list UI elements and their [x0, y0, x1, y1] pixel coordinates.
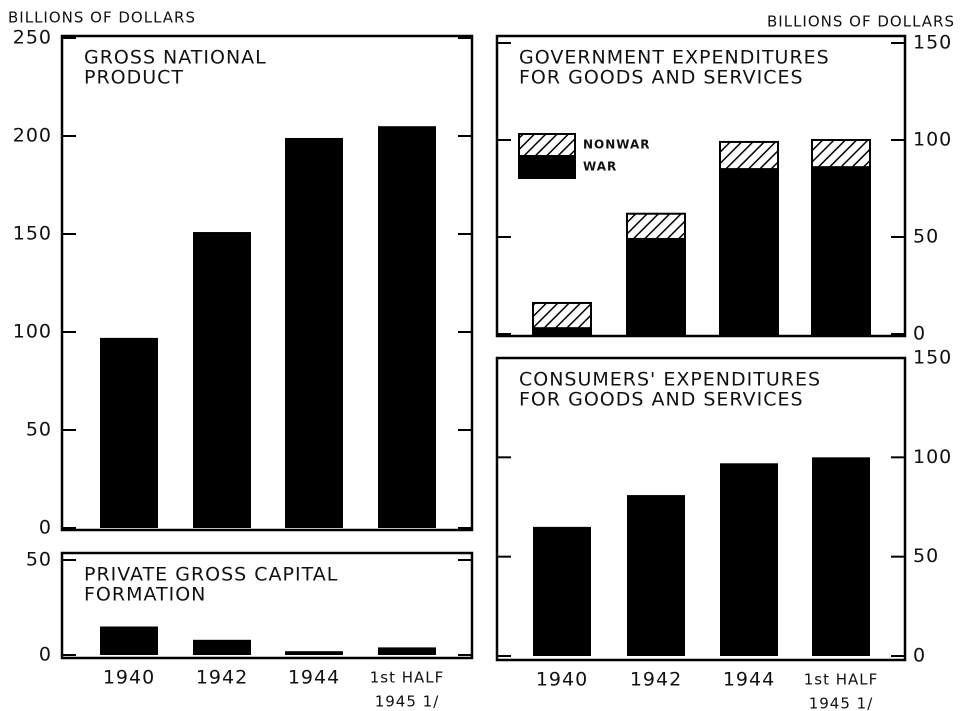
x-tick-label: 1942	[196, 667, 248, 689]
y-axis-label: BILLIONS OF DOLLARS	[767, 13, 955, 31]
x-tick-label: 1945 1/	[375, 693, 440, 711]
panel-title: GROSS NATIONAL	[84, 47, 267, 69]
panel-frame	[60, 34, 474, 532]
panel-title: PRODUCT	[84, 67, 184, 89]
y-tick-label: 0	[39, 644, 52, 666]
bar	[285, 137, 343, 528]
legend-label: NONWAR	[583, 138, 651, 152]
bar-segment	[811, 139, 871, 169]
bar	[627, 495, 685, 656]
x-tick-label: 1st HALF	[804, 671, 879, 689]
bar	[378, 126, 436, 528]
y-tick-label: 100	[913, 129, 952, 151]
bar	[378, 647, 436, 655]
bar-segment	[719, 140, 779, 171]
y-tick-label: 0	[913, 645, 926, 667]
y-axis-label: BILLIONS OF DOLLARS	[8, 9, 196, 27]
y-tick-label: 50	[913, 545, 939, 567]
bar-segment	[811, 166, 871, 335]
bar	[193, 232, 251, 529]
legend-label: WAR	[583, 160, 617, 174]
y-tick-label: 0	[39, 517, 52, 539]
y-tick-label: 200	[13, 125, 52, 147]
bar	[720, 463, 778, 656]
y-tick-label: 150	[913, 347, 952, 369]
panel-title: FOR GOODS AND SERVICES	[519, 389, 804, 411]
panel-frame	[495, 356, 907, 662]
x-tick-label: 1945 1/	[809, 695, 874, 711]
y-tick-label: 250	[13, 27, 52, 49]
panel-title: PRIVATE GROSS CAPITAL	[84, 564, 338, 586]
legend-swatch	[518, 133, 576, 157]
y-tick-label: 0	[913, 323, 926, 345]
y-tick-label: 150	[913, 32, 952, 54]
panel-frame	[495, 34, 907, 338]
y-tick-label: 100	[13, 321, 52, 343]
bar	[285, 651, 343, 655]
y-tick-label: 50	[26, 419, 52, 441]
y-tick-label: 50	[26, 549, 52, 571]
bar	[100, 626, 158, 655]
x-tick-label: 1940	[536, 669, 588, 691]
panel-title: FOR GOODS AND SERVICES	[519, 67, 804, 89]
bar	[812, 457, 870, 656]
bar	[193, 639, 251, 655]
bar-segment	[719, 168, 779, 335]
x-tick-label: 1st HALF	[370, 669, 445, 687]
bar-segment	[626, 237, 686, 335]
legend-swatch	[518, 155, 576, 179]
panel-title: CONSUMERS' EXPENDITURES	[519, 369, 821, 391]
bar-segment	[626, 212, 686, 240]
bar	[100, 337, 158, 528]
x-tick-label: 1940	[103, 667, 155, 689]
y-tick-label: 50	[913, 226, 939, 248]
panel-frame	[60, 551, 474, 660]
x-tick-label: 1944	[723, 669, 775, 691]
x-tick-label: 1942	[630, 669, 682, 691]
y-tick-label: 100	[913, 446, 952, 468]
y-tick-label: 150	[13, 223, 52, 245]
panel-title: GOVERNMENT EXPENDITURES	[519, 47, 830, 69]
bar	[533, 526, 591, 656]
panel-title: FORMATION	[84, 584, 206, 606]
bar-segment	[532, 301, 592, 330]
x-tick-label: 1944	[288, 667, 340, 689]
